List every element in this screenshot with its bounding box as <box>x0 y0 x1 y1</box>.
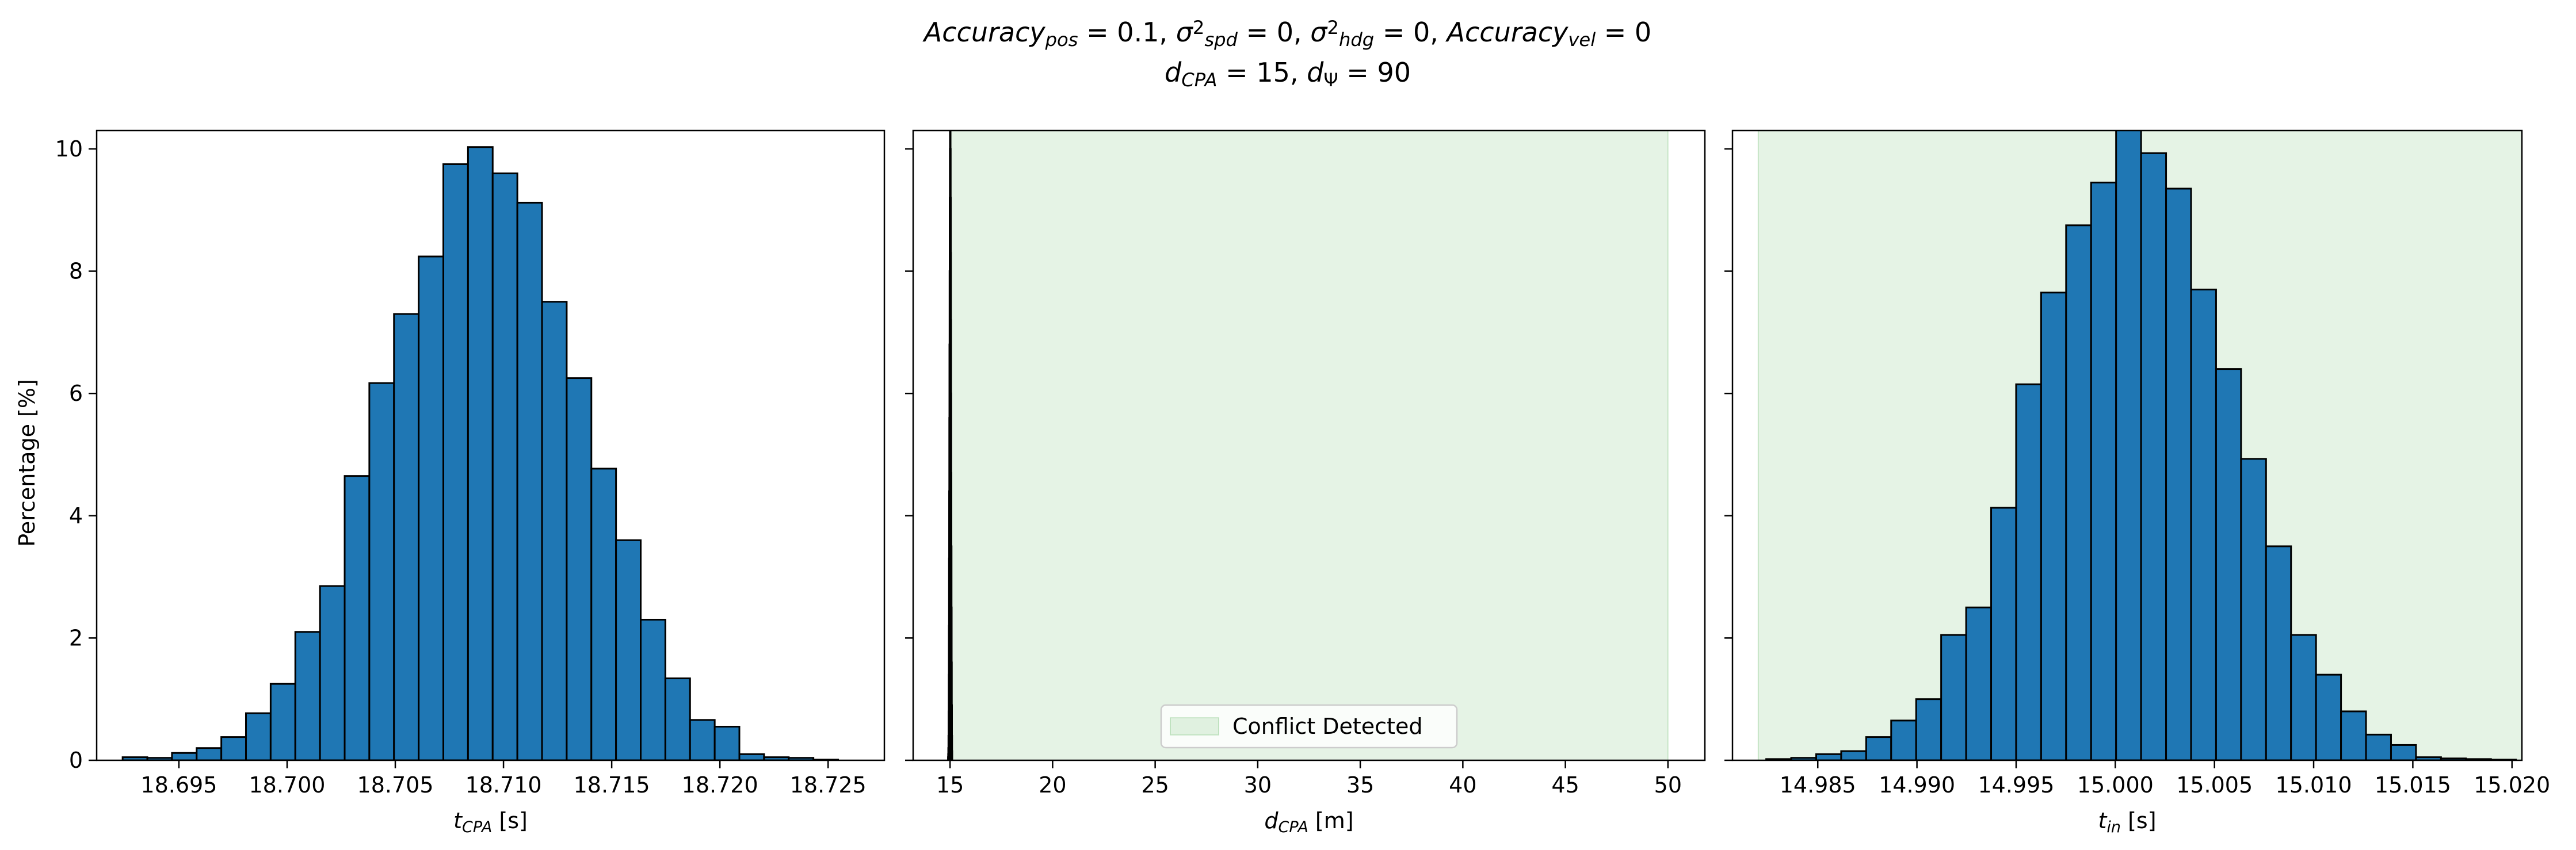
x-tick-label: 18.705 <box>357 772 434 798</box>
histogram-bar <box>2140 152 2167 760</box>
x-tick-label: 50 <box>1654 772 1682 798</box>
histogram-bar <box>590 468 617 760</box>
x-tick-label: 14.985 <box>1780 772 1856 798</box>
histogram-bar <box>2265 545 2292 760</box>
histogram-bar <box>1815 753 1842 760</box>
conflict-region <box>949 131 1669 760</box>
histogram-bar <box>393 313 420 760</box>
histogram-bar <box>269 683 296 760</box>
histogram-bar <box>368 382 395 760</box>
histogram-bar <box>2240 458 2267 760</box>
x-tick-label: 30 <box>1244 772 1272 798</box>
x-axis-label: dCPA [m] <box>1264 808 1353 836</box>
histogram-bar <box>2090 181 2117 760</box>
histogram-bar <box>1990 507 2017 760</box>
axes-frame <box>912 129 1706 761</box>
histogram-bar <box>2040 292 2067 760</box>
axes-frame <box>1731 129 2523 761</box>
x-tick-label: 18.700 <box>249 772 325 798</box>
legend-swatch <box>1170 717 1219 736</box>
histogram-bar <box>2315 673 2342 760</box>
x-tick-label: 45 <box>1551 772 1579 798</box>
histogram-bar <box>640 618 666 760</box>
x-tick-label: 20 <box>1039 772 1066 798</box>
y-tick-label: 8 <box>69 259 83 284</box>
x-tick-label: 15.015 <box>2375 772 2451 798</box>
histogram-bar <box>1915 698 1943 760</box>
histogram-bar <box>344 475 371 760</box>
histogram-bar <box>615 539 642 760</box>
histogram-bar <box>1890 719 1917 760</box>
histogram-bar <box>713 726 741 760</box>
x-tick-label: 18.715 <box>574 772 650 798</box>
histogram-bar <box>1940 634 1967 760</box>
bars <box>1765 131 2517 760</box>
x-tick-label: 15.010 <box>2276 772 2352 798</box>
y-axis-label: Percentage [%] <box>14 379 40 547</box>
x-tick-label: 18.710 <box>465 772 542 798</box>
histogram-bar <box>1840 750 1867 760</box>
x-tick-label: 40 <box>1449 772 1476 798</box>
histogram-bar <box>516 201 543 760</box>
y-tick-label: 2 <box>69 625 83 650</box>
histogram-bar <box>2165 187 2192 760</box>
histogram-bar <box>2215 368 2242 760</box>
histogram-bar <box>566 377 593 760</box>
histogram-bar <box>245 712 272 760</box>
subplot-1: 18.695 18.700 18.705 18.710 18.715 18.720 18.7… <box>55 129 886 836</box>
histogram-bar <box>294 631 321 760</box>
y-tick-label: 0 <box>69 748 83 773</box>
x-axis-label: tin [s] <box>2098 808 2156 836</box>
histogram-bar <box>319 585 346 760</box>
x-tick-label: 15.005 <box>2176 772 2253 798</box>
histogram-bar <box>220 736 247 760</box>
histogram-bar <box>2065 224 2092 760</box>
x-tick-label: 18.725 <box>790 772 867 798</box>
axes-frame <box>96 129 886 761</box>
histogram-bar <box>2390 744 2417 760</box>
histogram-bar <box>418 255 445 760</box>
histogram-bar <box>2365 733 2392 760</box>
histogram-bar <box>541 301 568 760</box>
bars <box>947 131 953 760</box>
y-tick-label: 4 <box>69 503 83 529</box>
histogram-bar <box>1965 606 1993 760</box>
histogram-bar <box>2190 288 2217 760</box>
x-tick-label: 15.020 <box>2474 772 2550 798</box>
histogram-bar <box>171 752 198 760</box>
histogram-bar <box>491 172 518 760</box>
histogram-bar <box>2015 383 2042 760</box>
histogram-bar <box>467 146 494 760</box>
histogram-bar <box>664 677 691 760</box>
subplot-3: 14.985 14.990 14.995 15.000 15.005 15.010 15.0… <box>1724 129 2550 836</box>
x-tick-label: 14.990 <box>1879 772 1955 798</box>
y-tick-label: 10 <box>55 136 83 162</box>
x-axis-label: tCPA [s] <box>453 808 528 836</box>
x-tick-label: 25 <box>1141 772 1169 798</box>
x-tick-label: 18.720 <box>682 772 758 798</box>
figure-title-line-2: dCPA = 15, dΨ = 90 <box>1165 57 1411 91</box>
histogram-bar <box>2290 634 2317 760</box>
legend-label: Conflict Detected <box>1232 714 1422 739</box>
histogram-bar <box>1865 736 1892 760</box>
x-tick-label: 14.995 <box>1978 772 2054 798</box>
histogram-bar <box>738 753 765 760</box>
legend: Conflict Detected <box>1160 704 1458 749</box>
bars <box>121 146 839 760</box>
y-tick-label: 6 <box>69 381 83 406</box>
histogram-bar <box>2340 710 2367 760</box>
histogram-bar <box>196 747 223 760</box>
subplots: 18.695 18.700 18.705 18.710 18.715 18.720 18.7… <box>55 129 2550 836</box>
x-tick-label: 18.695 <box>140 772 217 798</box>
x-tick-label: 35 <box>1346 772 1374 798</box>
subplot-2: 15 20 25 30 35 40 45 50 dCPA [m] Conflict Detecte… <box>905 129 1706 836</box>
figure-title-line-1: Accuracypos = 0.1, σ2spd = 0, σ2hdg = 0,… <box>922 17 1651 51</box>
x-tick-label: 15.000 <box>2077 772 2154 798</box>
x-tick-label: 15 <box>936 772 964 798</box>
histogram-bar <box>2115 131 2142 760</box>
histogram-bar <box>689 719 716 760</box>
histogram-bar <box>442 163 469 760</box>
